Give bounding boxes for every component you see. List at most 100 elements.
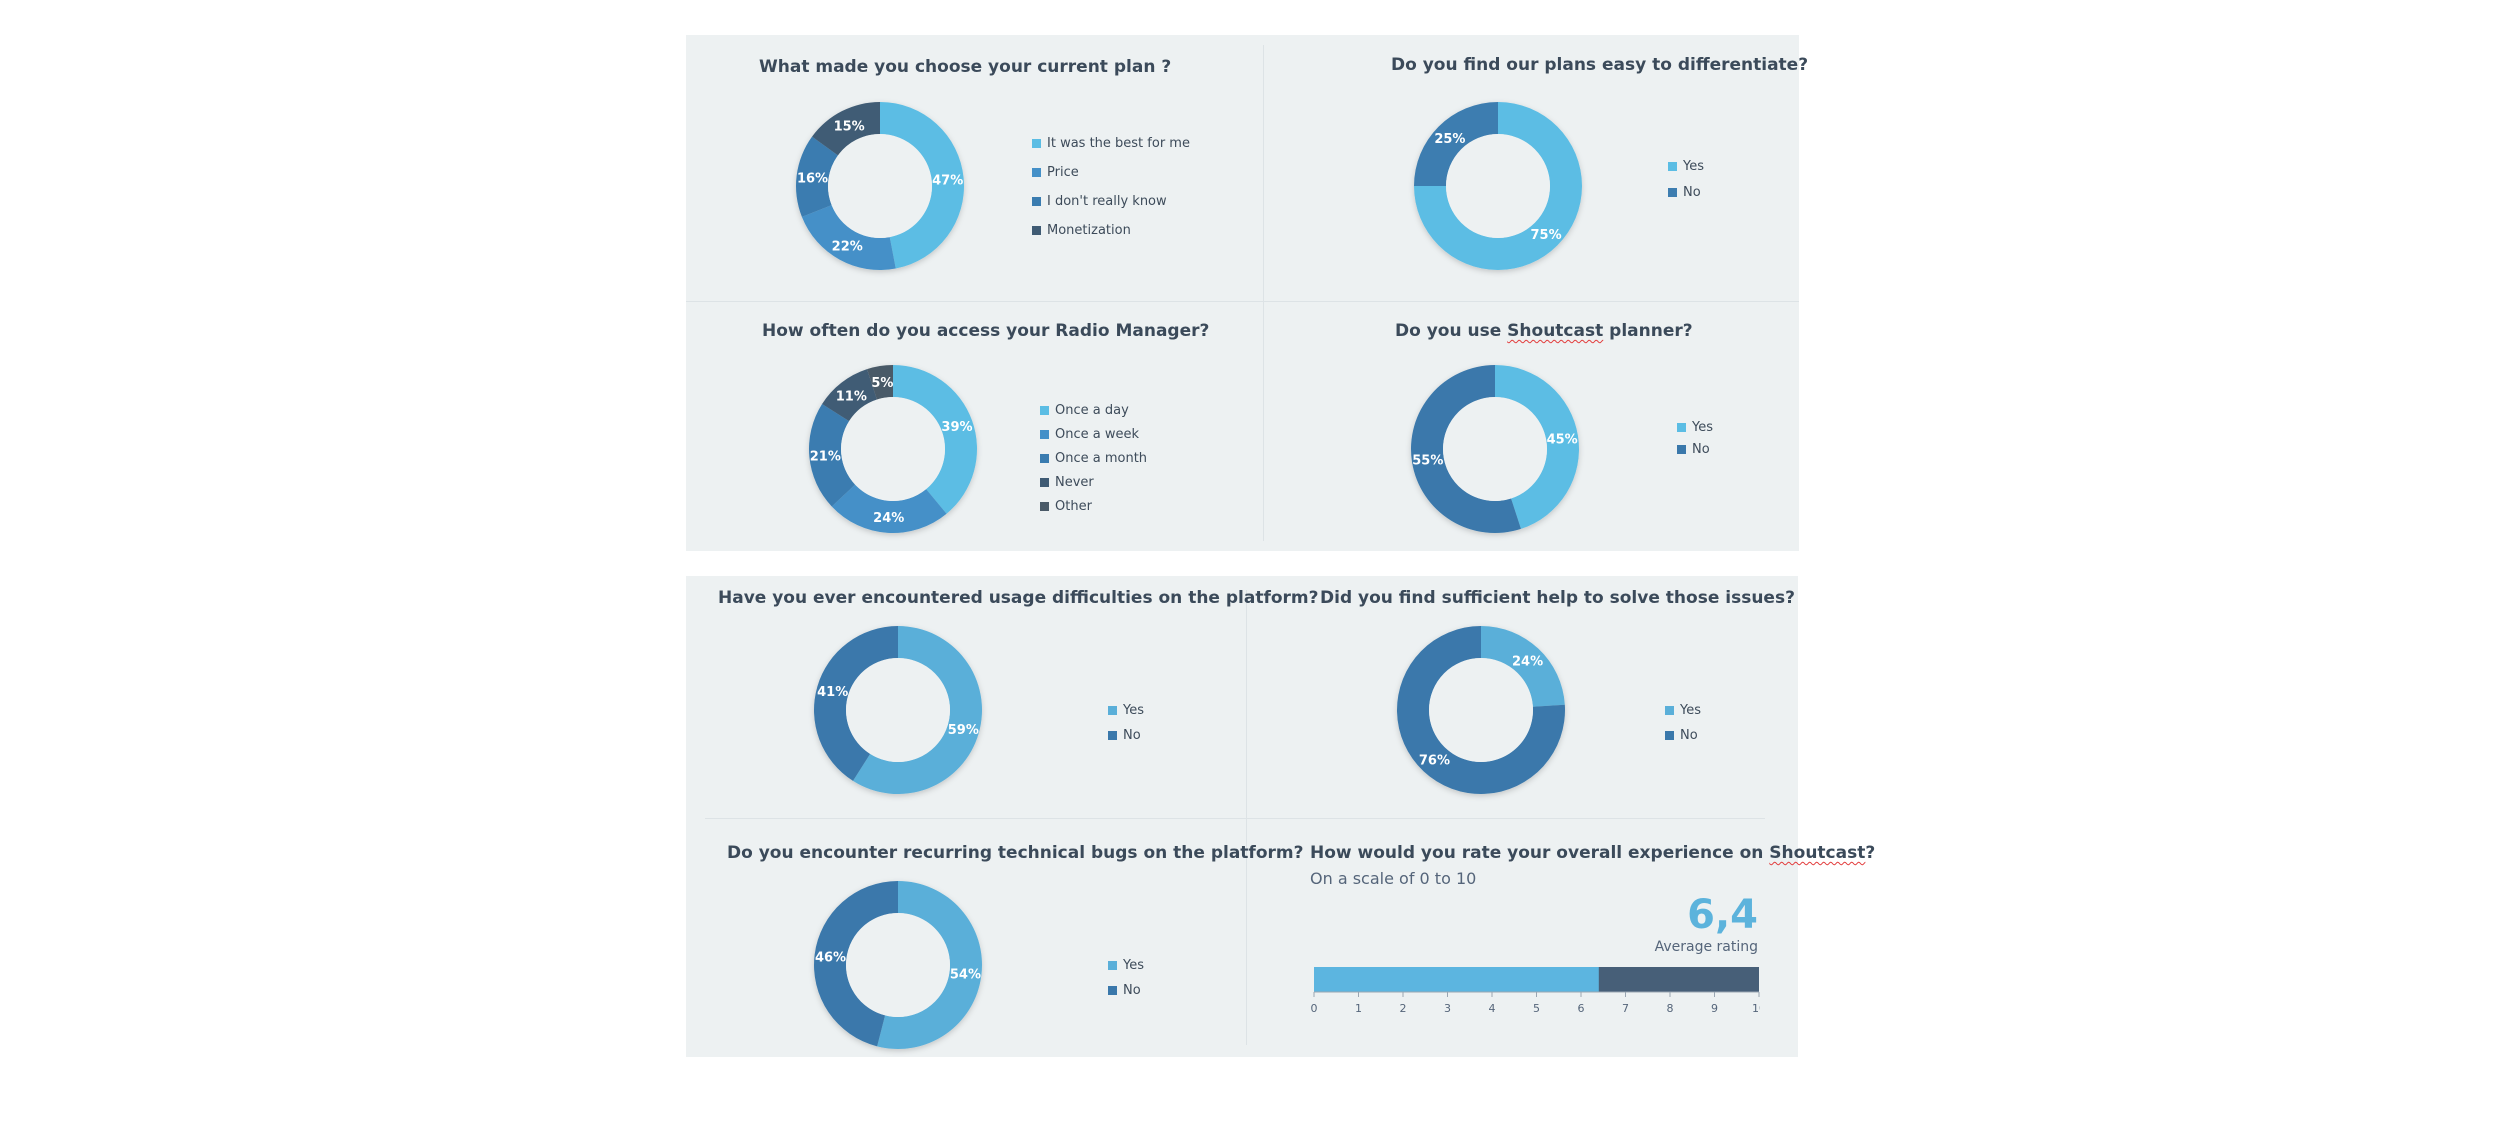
legend-item: Other (1040, 494, 1147, 518)
legend-swatch (1677, 422, 1686, 432)
donut-slice (893, 365, 977, 514)
legend-item: Yes (1665, 698, 1701, 723)
donut-data-label: 75% (1531, 228, 1562, 243)
donut-chart-usage-difficulties: 59% 41% (814, 626, 982, 794)
title-part-flagged: Shoutcast (1769, 843, 1866, 863)
rating-tick-label: 5 (1533, 1002, 1540, 1015)
legend-radio-manager: Once a day Once a week Once a month Never Ot… (1040, 398, 1147, 518)
divider-top (1263, 45, 1264, 541)
legend-item: Price (1032, 158, 1190, 187)
legend-swatch (1032, 226, 1041, 235)
donut-slice (1414, 102, 1582, 270)
chart-title-plan-choice: What made you choose your current plan ? (759, 57, 1172, 77)
rating-tick-label: 3 (1444, 1002, 1451, 1015)
legend-swatch (1032, 139, 1041, 148)
donut-slice (822, 369, 877, 422)
donut-slice (852, 626, 982, 794)
legend-swatch (1108, 731, 1117, 740)
chart-title-sufficient-help: Did you find sufficient help to solve th… (1320, 588, 1795, 608)
legend-shoutcast-planner: Yes No (1677, 416, 1713, 460)
legend-label: Once a day (1055, 402, 1129, 418)
title-part-post: ? (1865, 843, 1876, 863)
donut-hole (1446, 134, 1550, 238)
legend-label: No (1123, 728, 1141, 743)
legend-item: Yes (1668, 153, 1704, 179)
legend-swatch (1040, 501, 1049, 511)
donut-data-label: 24% (1512, 654, 1543, 669)
legend-swatch (1108, 986, 1117, 995)
rating-tick-label: 1 (1355, 1002, 1362, 1015)
rating-bar-fill (1314, 967, 1599, 992)
legend-label: Once a week (1055, 426, 1140, 442)
average-rating-label: Average rating (1654, 939, 1758, 955)
donut-slice (877, 881, 982, 1049)
legend-label: It was the best for me (1047, 136, 1190, 151)
legend-item: It was the best for me (1032, 129, 1190, 158)
legend-item: No (1665, 723, 1701, 748)
legend-item: No (1677, 438, 1713, 460)
legend-swatch (1108, 706, 1117, 715)
legend-item: No (1668, 179, 1704, 205)
legend-item: No (1108, 978, 1144, 1003)
donut-slice (796, 136, 838, 217)
legend-label: Yes (1683, 158, 1704, 174)
legend-item: No (1108, 723, 1144, 748)
legend-label: Yes (1680, 703, 1701, 718)
legend-item: I don't really know (1032, 187, 1190, 216)
legend-label: Never (1055, 474, 1094, 490)
donut-data-label: 54% (950, 968, 981, 983)
donut-chart-radio-manager: 39% 24% 21% 11% 5% (809, 365, 977, 533)
legend-label: Price (1047, 165, 1079, 180)
rating-bar-chart: 0 1 2 3 4 5 6 7 8 9 10 (1311, 967, 1760, 1015)
legend-swatch (1668, 187, 1677, 197)
legend-label: No (1692, 441, 1710, 457)
legend-label: Yes (1692, 419, 1713, 435)
donut-chart-technical-bugs: 54% 46% (813, 881, 982, 1049)
donut-chart-shoutcast-planner: 45% 55% (1411, 365, 1579, 533)
divider-top-row (686, 301, 1799, 302)
donut-data-label: 21% (810, 449, 841, 464)
rating-tick-label: 9 (1711, 1002, 1718, 1015)
donut-data-label: 16% (797, 171, 828, 186)
donut-slice (831, 484, 947, 533)
donut-hole (1443, 397, 1547, 501)
donut-data-label: 22% (832, 240, 863, 255)
donut-slice (801, 205, 896, 270)
donut-data-label: 47% (932, 174, 963, 189)
donut-chart-plan-choice: 47% 22% 16% 15% (796, 102, 965, 270)
legend-swatch (1040, 405, 1049, 415)
legend-sufficient-help: Yes No (1665, 698, 1701, 748)
legend-swatch (1040, 453, 1049, 463)
donut-slice (1414, 102, 1498, 186)
legend-item: Once a week (1040, 422, 1147, 446)
legend-swatch (1668, 161, 1677, 171)
rating-tick-label: 2 (1400, 1002, 1407, 1015)
divider-bottom (1246, 590, 1247, 1045)
donut-slice (1481, 626, 1565, 707)
donut-data-label: 5% (871, 376, 893, 391)
title-part-flagged: Shoutcast (1507, 321, 1604, 341)
legend-swatch (1032, 197, 1041, 206)
donut-data-label: 25% (1434, 132, 1465, 147)
donut-data-label: 11% (836, 389, 867, 404)
legend-swatch (1677, 444, 1686, 454)
legend-plan-choice: It was the best for me Price I don't reall… (1032, 129, 1190, 245)
donut-hole (1429, 658, 1533, 762)
legend-usage-difficulties: Yes No (1108, 698, 1144, 748)
chart-title-technical-bugs: Do you encounter recurring technical bug… (727, 843, 1304, 863)
donut-slice (813, 881, 898, 1047)
legend-swatch (1040, 429, 1049, 439)
legend-item: Yes (1108, 953, 1144, 978)
legend-item: Yes (1677, 416, 1713, 438)
legend-label: Monetization (1047, 223, 1131, 238)
donut-slice (867, 365, 893, 400)
donut-data-label: 76% (1419, 754, 1450, 769)
rating-scale-subtitle: On a scale of 0 to 10 (1310, 869, 1477, 888)
rating-tick-label: 10 (1752, 1002, 1760, 1015)
legend-plans-differentiate: Yes No (1668, 153, 1704, 205)
donut-slice (814, 626, 898, 781)
legend-swatch (1665, 706, 1674, 715)
legend-technical-bugs: Yes No (1108, 953, 1144, 1003)
legend-swatch (1665, 731, 1674, 740)
donut-slice (880, 102, 965, 269)
